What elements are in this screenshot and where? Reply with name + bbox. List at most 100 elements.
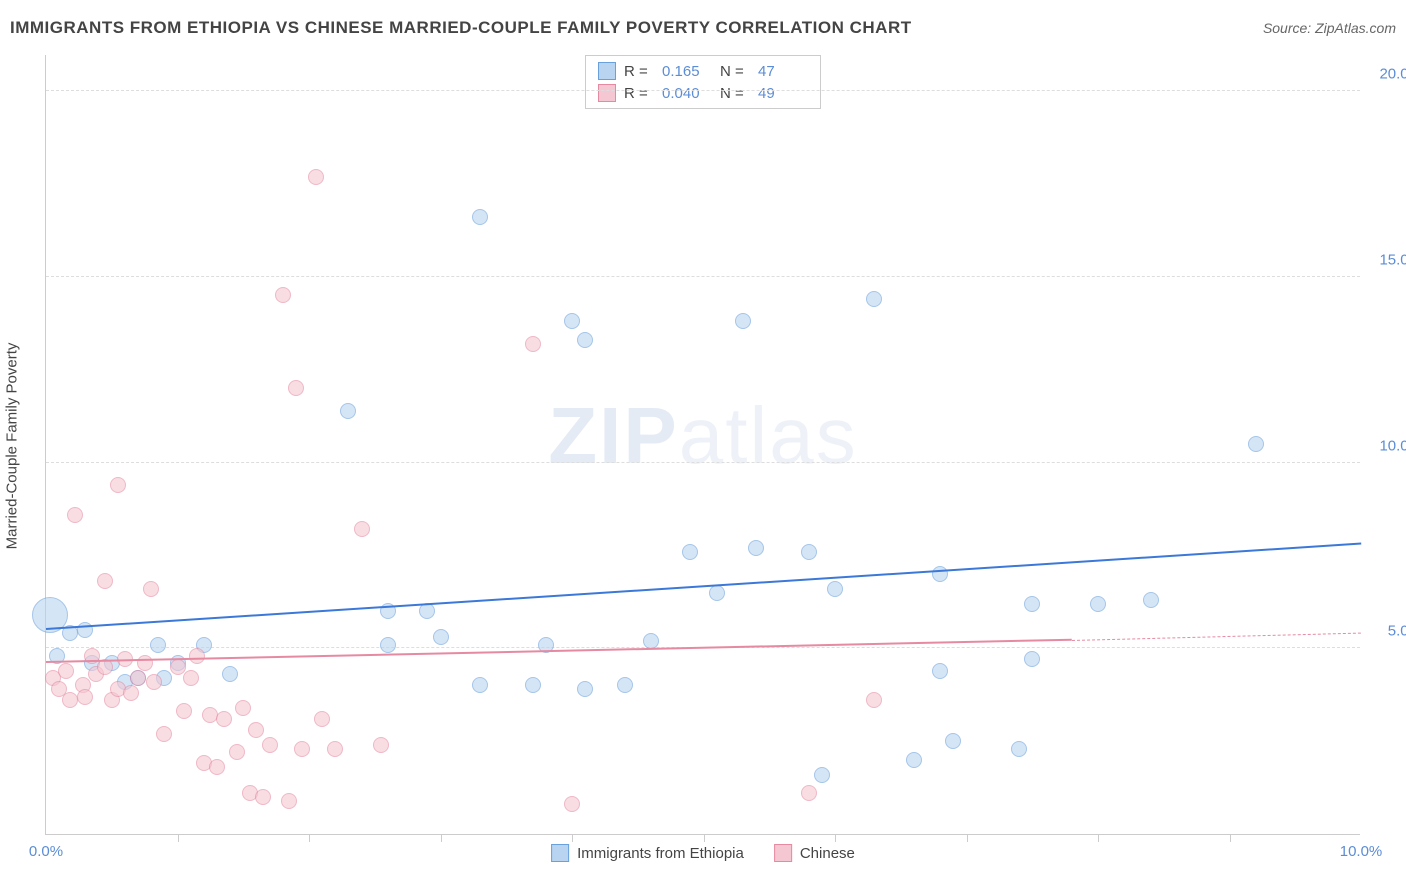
data-point: [255, 789, 271, 805]
x-tick-label: 0.0%: [29, 843, 63, 860]
legend-r-label: R =: [624, 63, 654, 80]
legend-swatch: [598, 62, 616, 80]
x-tick: [1098, 834, 1099, 842]
data-point: [1248, 436, 1264, 452]
data-point: [643, 633, 659, 649]
data-point: [1143, 592, 1159, 608]
legend-n-label: N =: [720, 63, 750, 80]
data-point: [340, 403, 356, 419]
data-point: [97, 573, 113, 589]
data-point: [1011, 741, 1027, 757]
x-tick: [441, 834, 442, 842]
data-point: [216, 711, 232, 727]
data-point: [801, 785, 817, 801]
data-point: [564, 313, 580, 329]
x-tick: [309, 834, 310, 842]
y-tick-label: 20.0%: [1379, 66, 1406, 83]
data-point: [150, 637, 166, 653]
watermark-bold: ZIP: [548, 390, 678, 479]
legend-item: Immigrants from Ethiopia: [551, 844, 744, 862]
x-tick: [1230, 834, 1231, 842]
data-point: [275, 287, 291, 303]
data-point: [222, 666, 238, 682]
data-point: [354, 521, 370, 537]
y-tick-label: 5.0%: [1388, 623, 1406, 640]
data-point: [564, 796, 580, 812]
legend-r-value: 0.040: [662, 85, 712, 102]
data-point: [314, 711, 330, 727]
legend-swatch: [598, 84, 616, 102]
data-point: [748, 540, 764, 556]
data-point: [1024, 651, 1040, 667]
data-point: [945, 733, 961, 749]
source-label: Source: ZipAtlas.com: [1263, 20, 1396, 36]
data-point: [525, 677, 541, 693]
chart-title: IMMIGRANTS FROM ETHIOPIA VS CHINESE MARR…: [10, 18, 912, 38]
legend-swatch: [551, 844, 569, 862]
trend-line: [1072, 632, 1361, 640]
legend-swatch: [774, 844, 792, 862]
legend-r-value: 0.165: [662, 63, 712, 80]
data-point: [577, 332, 593, 348]
data-point: [156, 726, 172, 742]
data-point: [176, 703, 192, 719]
legend-n-value: 49: [758, 85, 808, 102]
gridline-h: [46, 90, 1360, 91]
data-point: [906, 752, 922, 768]
data-point: [189, 648, 205, 664]
legend-series: Immigrants from Ethiopia Chinese: [551, 844, 855, 862]
gridline-h: [46, 462, 1360, 463]
legend-n-value: 47: [758, 63, 808, 80]
x-tick: [967, 834, 968, 842]
watermark-rest: atlas: [679, 390, 858, 479]
legend-n-label: N =: [720, 85, 750, 102]
data-point: [123, 685, 139, 701]
gridline-h: [46, 276, 1360, 277]
data-point: [248, 722, 264, 738]
data-point: [682, 544, 698, 560]
data-point: [472, 209, 488, 225]
data-point: [327, 741, 343, 757]
data-point: [67, 507, 83, 523]
data-point: [577, 681, 593, 697]
data-point: [735, 313, 751, 329]
legend-correlation: R = 0.165 N = 47 R = 0.040 N = 49: [585, 55, 821, 109]
x-tick: [572, 834, 573, 842]
data-point: [143, 581, 159, 597]
data-point: [472, 677, 488, 693]
data-point: [294, 741, 310, 757]
data-point: [433, 629, 449, 645]
x-tick: [704, 834, 705, 842]
data-point: [373, 737, 389, 753]
trend-line: [46, 542, 1361, 629]
data-point: [827, 581, 843, 597]
y-tick-label: 10.0%: [1379, 437, 1406, 454]
legend-item: Chinese: [774, 844, 855, 862]
data-point: [62, 692, 78, 708]
legend-r-label: R =: [624, 85, 654, 102]
x-tick: [835, 834, 836, 842]
data-point: [814, 767, 830, 783]
data-point: [183, 670, 199, 686]
data-point: [525, 336, 541, 352]
data-point: [209, 759, 225, 775]
data-point: [617, 677, 633, 693]
legend-row: R = 0.165 N = 47: [598, 60, 808, 82]
data-point: [1090, 596, 1106, 612]
data-point: [866, 291, 882, 307]
data-point: [262, 737, 278, 753]
data-point: [801, 544, 817, 560]
data-point: [866, 692, 882, 708]
plot-area: ZIPatlas R =0.165N =47R =0.040N =49 Immi…: [45, 55, 1360, 835]
title-bar: IMMIGRANTS FROM ETHIOPIA VS CHINESE MARR…: [10, 18, 1396, 38]
data-point: [380, 637, 396, 653]
data-point: [137, 655, 153, 671]
data-point: [1024, 596, 1040, 612]
data-point: [709, 585, 725, 601]
data-point: [130, 670, 146, 686]
legend-series-name: Chinese: [800, 845, 855, 862]
data-point: [77, 689, 93, 705]
x-tick: [178, 834, 179, 842]
data-point: [58, 663, 74, 679]
watermark: ZIPatlas: [548, 389, 857, 481]
